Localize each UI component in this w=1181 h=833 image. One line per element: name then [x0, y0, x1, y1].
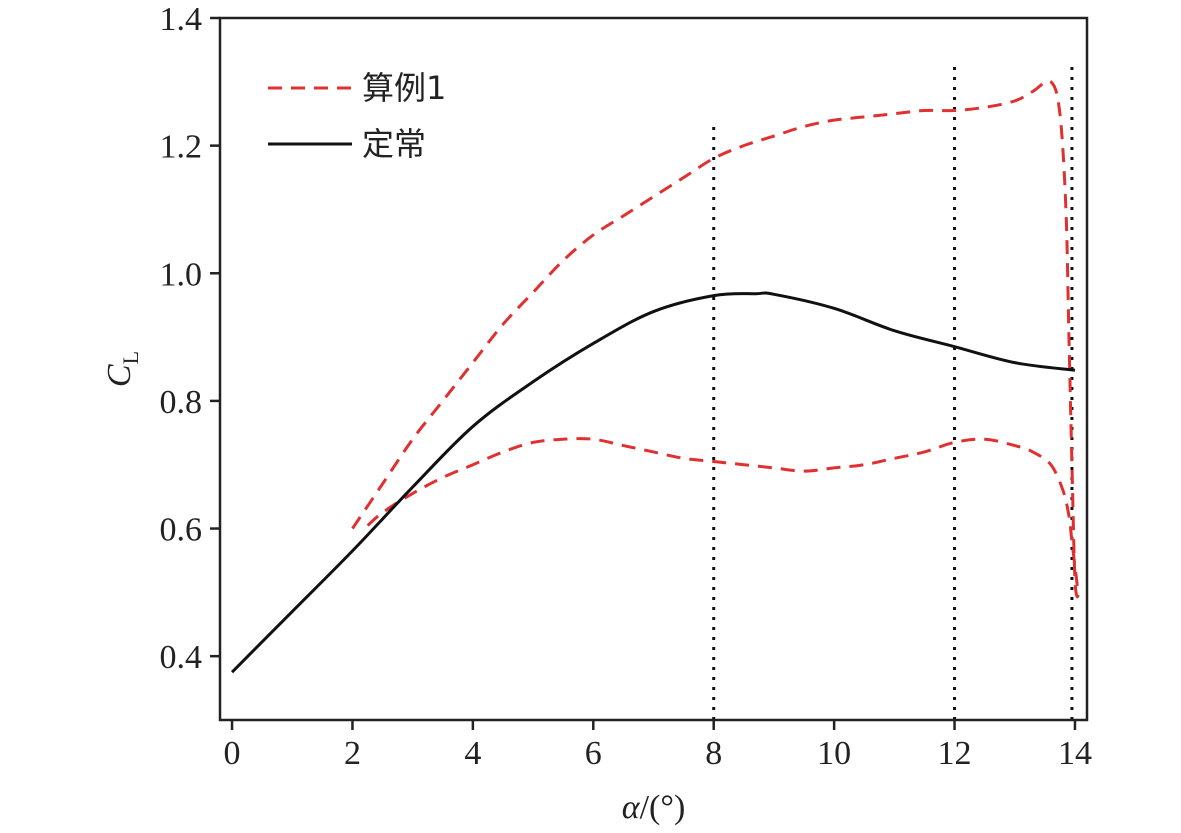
legend: 算例1 定常: [268, 69, 446, 163]
x-tick-label: 8: [705, 735, 722, 772]
axes: [218, 16, 1089, 722]
ticks: 0 2 4 6 8 10 12 14 0.4 0.6 0.8 1.0 1.2 1.4: [160, 1, 1092, 772]
series-line-1: [351, 79, 1080, 599]
x-axis-title: α/(°): [622, 789, 686, 826]
x-tick-label: 10: [817, 735, 851, 772]
y-tick-label: 0.4: [160, 639, 203, 676]
y-tick-label: 1.0: [160, 256, 203, 293]
x-tick-label: 0: [224, 735, 241, 772]
plot-frame: [218, 16, 1089, 722]
x-tick-label: 14: [1058, 735, 1092, 772]
y-axis-title: CL: [101, 351, 143, 387]
x-tick-label: 4: [464, 735, 481, 772]
x-tick-label: 2: [344, 735, 361, 772]
y-axis-title-main: C: [101, 364, 138, 387]
series-line-2: [230, 291, 1076, 674]
x-tick-label: 6: [585, 735, 602, 772]
y-axis-title-sub: L: [118, 351, 143, 364]
reference-lines: [712, 62, 1074, 720]
y-tick-label: 1.4: [160, 1, 203, 38]
y-tick-label: 1.2: [160, 129, 203, 166]
y-tick-label: 0.8: [160, 384, 203, 421]
series-layer: [230, 79, 1080, 674]
legend-label: 算例1: [362, 69, 446, 107]
y-tick-label: 0.6: [160, 512, 203, 549]
legend-label: 定常: [362, 125, 426, 163]
x-tick-label: 12: [938, 735, 972, 772]
